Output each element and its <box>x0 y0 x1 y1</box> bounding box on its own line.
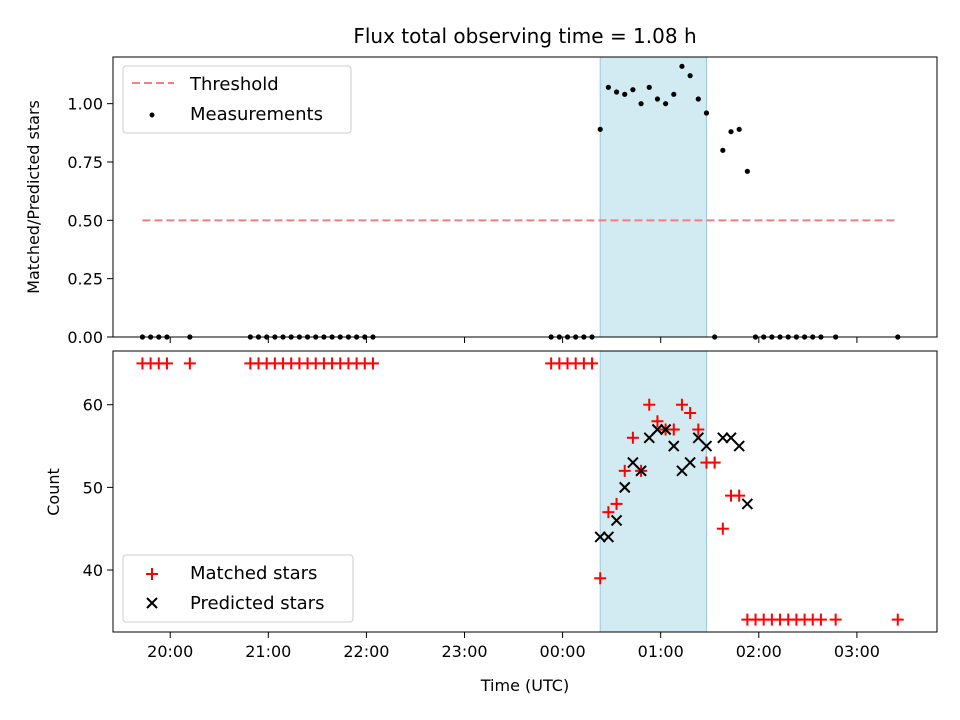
bottom-y-axis: 40 50 60 <box>83 396 113 580</box>
predicted-star-point <box>684 456 696 469</box>
legend-predicted-label: Predicted stars <box>190 593 324 614</box>
matched-star-point <box>586 357 599 370</box>
legend-matched-label: Matched stars <box>190 563 317 584</box>
bottom-axes-frame <box>112 350 938 633</box>
bottom-legend-box <box>122 554 354 623</box>
measurement-point <box>654 96 661 102</box>
top-panel: 0.00 0.25 0.50 0.75 1.00 Flux total observin… <box>24 24 938 347</box>
bottom-x-tick-label: 21:00 <box>245 642 291 661</box>
matched-star-point <box>610 497 623 510</box>
measurement-point <box>744 168 750 174</box>
matched-star-point <box>675 398 688 411</box>
legend-measurements-label: Measurements <box>190 104 323 125</box>
measurement-point <box>597 126 603 132</box>
top-y-axis: 0.00 0.25 0.50 0.75 1.00 <box>67 95 113 347</box>
predicted-star-point <box>594 531 606 543</box>
bottom-x-tick-label: 02:00 <box>736 642 782 661</box>
top-legend: Threshold Measurements <box>122 65 352 134</box>
legend-threshold-label: Threshold <box>189 74 279 95</box>
bottom-x-tick-label: 20:00 <box>147 642 193 661</box>
measurements-series <box>139 63 901 340</box>
predicted-star-point <box>602 531 615 543</box>
measurement-point <box>695 96 701 102</box>
top-axes-frame <box>112 56 938 338</box>
matched-star-point <box>626 431 639 444</box>
predicted-star-point <box>733 440 745 452</box>
predicted-star-point <box>651 423 664 436</box>
measurement-point <box>736 126 742 132</box>
bottom-shaded-span <box>599 350 707 633</box>
top-y-axis-label: Matched/Predicted stars <box>24 100 43 294</box>
bottom-x-axis-label: Time (UTC) <box>480 676 569 695</box>
top-y-tick-label: 0.75 <box>67 153 103 172</box>
predicted-star-point <box>659 423 672 436</box>
bottom-x-tick-label: 03:00 <box>834 642 880 661</box>
top-y-tick-label: 0.25 <box>67 270 103 289</box>
top-y-tick-label: 0.00 <box>67 328 103 347</box>
bottom-x-axis: 20:00 21:00 22:00 23:00 00:00 01:00 02:00 03:00 <box>147 632 880 661</box>
matched-star-point <box>829 613 842 626</box>
matched-star-point <box>716 522 729 535</box>
legend-predicted-swatch <box>146 597 158 609</box>
matched-star-point <box>594 572 607 585</box>
matched-star-point <box>602 506 615 519</box>
measurement-point <box>630 87 636 93</box>
legend-measurements-swatch <box>149 112 155 118</box>
measurement-point <box>638 101 644 107</box>
top-legend-box <box>122 65 352 134</box>
top-chart-title: Flux total observing time = 1.08 h <box>353 24 696 48</box>
bottom-legend: Matched stars Predicted stars <box>122 554 354 623</box>
predicted-star-point <box>610 514 623 527</box>
measurement-point <box>728 129 734 135</box>
bottom-y-tick-label: 40 <box>83 561 103 580</box>
predicted-star-point <box>619 481 631 494</box>
matched-star-point <box>684 406 697 419</box>
top-x-ticks <box>169 337 858 343</box>
measurement-point <box>622 91 628 97</box>
bottom-y-tick-label: 50 <box>83 478 103 497</box>
measurement-point <box>687 73 693 79</box>
bottom-x-tick-label: 23:00 <box>441 642 487 661</box>
matched-star-point <box>160 357 173 370</box>
measurement-point <box>679 63 685 69</box>
matched-stars-series <box>136 357 904 626</box>
top-shaded-span <box>599 56 707 338</box>
matched-star-point <box>814 613 827 626</box>
predicted-star-point <box>700 440 713 452</box>
bottom-panel: 40 50 60 20:00 21:00 22:00 23:00 00:00 01:00 02:… <box>44 350 938 695</box>
measurement-point <box>703 110 710 116</box>
predicted-stars-series <box>594 423 754 543</box>
measurement-point <box>671 91 677 97</box>
bottom-y-tick-label: 60 <box>83 396 103 415</box>
matched-star-point <box>708 456 721 469</box>
measurement-point <box>605 84 611 90</box>
matched-star-point <box>667 423 680 436</box>
matched-star-point <box>651 415 664 428</box>
matched-star-point <box>366 357 379 370</box>
measurement-point <box>663 101 669 107</box>
matched-star-point <box>183 357 196 370</box>
matched-star-point <box>733 489 746 502</box>
matched-star-point <box>692 423 705 436</box>
bottom-x-tick-label: 00:00 <box>540 642 586 661</box>
matched-star-point <box>618 464 631 477</box>
predicted-star-point <box>635 465 647 477</box>
matched-star-point <box>891 613 904 626</box>
bottom-x-tick-label: 01:00 <box>638 642 684 661</box>
measurement-point <box>720 147 726 153</box>
matched-star-point <box>643 398 656 411</box>
bottom-x-tick-label: 22:00 <box>343 642 389 661</box>
bottom-y-axis-label: Count <box>44 468 63 516</box>
top-y-tick-label: 0.50 <box>67 211 103 230</box>
measurement-point <box>613 89 620 95</box>
predicted-star-point <box>717 432 729 444</box>
top-y-tick-label: 1.00 <box>67 95 103 114</box>
predicted-star-point <box>741 498 754 510</box>
measurement-point <box>646 84 652 90</box>
legend-matched-swatch <box>146 568 158 580</box>
predicted-star-point <box>668 440 680 452</box>
